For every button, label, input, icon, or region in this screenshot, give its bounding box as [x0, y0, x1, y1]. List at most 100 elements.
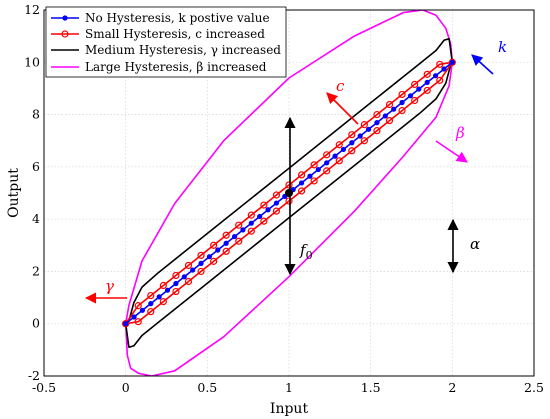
point-small-hysteresis — [197, 267, 205, 276]
k-arrow — [471, 54, 494, 75]
annotation-c: c — [326, 77, 359, 125]
point-small-hysteresis — [348, 131, 356, 139]
point-small-hysteresis — [398, 90, 406, 99]
legend-item-large-hysteresis: Large Hysteresis, β increased — [51, 60, 267, 74]
legend: No Hysteresis, k postive value Small Hys… — [45, 6, 287, 78]
point-no-hysteresis — [340, 146, 347, 153]
plot-frame — [43, 9, 535, 377]
point-no-hysteresis — [240, 227, 246, 233]
point-small-hysteresis — [411, 80, 419, 89]
annotation-gamma: γ — [84, 277, 127, 304]
point-no-hysteresis — [265, 207, 271, 213]
point-small-hysteresis — [373, 127, 381, 135]
legend-label-small-hysteresis: Small Hysteresis, c increased — [85, 27, 265, 41]
x-tick-label: -0.5 — [32, 380, 56, 395]
point-no-hysteresis — [181, 274, 187, 280]
x-tick-labels: -0.5 0 0.5 1 1.5 2 2.5 — [32, 380, 544, 395]
y-tick-label: 10 — [24, 54, 40, 69]
point-no-hysteresis — [416, 86, 422, 92]
point-no-hysteresis — [131, 314, 137, 320]
point-small-hysteresis — [436, 60, 444, 68]
legend-item-no-hysteresis: No Hysteresis, k postive value — [51, 11, 270, 25]
point-small-hysteresis — [159, 281, 167, 290]
point-no-hysteresis — [399, 99, 405, 106]
point-small-hysteresis — [310, 161, 318, 169]
point-no-hysteresis — [357, 133, 363, 139]
point-small-hysteresis — [335, 157, 343, 165]
point-small-hysteresis — [159, 297, 167, 306]
point-no-hysteresis — [215, 247, 221, 253]
point-no-hysteresis — [374, 120, 380, 126]
point-small-hysteresis — [423, 70, 431, 78]
f0-label: f0 — [299, 241, 313, 262]
y-axis-label: Output — [6, 168, 22, 218]
point-small-hysteresis — [184, 261, 193, 269]
point-small-hysteresis — [272, 191, 281, 199]
point-small-hysteresis — [260, 201, 268, 209]
point-small-hysteresis — [172, 271, 180, 280]
point-small-hysteresis — [385, 117, 394, 125]
point-no-hysteresis — [198, 260, 204, 266]
point-no-hysteresis — [441, 66, 447, 72]
point-small-hysteresis — [423, 86, 431, 95]
c-label: c — [336, 77, 345, 95]
x-tick-label: 0.5 — [197, 380, 217, 395]
point-no-hysteresis — [407, 93, 414, 99]
point-small-hysteresis — [360, 137, 368, 145]
point-no-hysteresis — [123, 321, 129, 327]
point-no-hysteresis — [365, 126, 372, 132]
f0-label-main: f — [299, 241, 308, 259]
y-tick-label: -2 — [28, 368, 40, 383]
point-small-hysteresis — [260, 217, 268, 225]
point-no-hysteresis — [324, 160, 330, 166]
point-small-hysteresis — [247, 211, 255, 219]
point-no-hysteresis — [231, 233, 238, 240]
k-label: k — [498, 38, 507, 56]
point-small-hysteresis — [335, 141, 343, 149]
annotation-beta: β — [435, 124, 468, 163]
point-small-hysteresis — [398, 106, 406, 115]
annotation-k: k — [471, 38, 507, 75]
point-small-hysteresis — [210, 257, 218, 265]
point-small-hysteresis — [348, 147, 356, 155]
point-small-hysteresis — [323, 151, 331, 159]
point-small-hysteresis — [210, 241, 218, 249]
point-small-hysteresis — [373, 110, 381, 119]
annotation-alpha: α — [447, 218, 480, 274]
c-arrow — [326, 92, 359, 125]
x-tick-label: 1 — [285, 380, 293, 395]
point-small-hysteresis — [310, 177, 318, 185]
point-small-hysteresis — [134, 302, 142, 310]
y-tick-label: 8 — [32, 107, 40, 122]
point-small-hysteresis — [323, 167, 331, 175]
point-small-hysteresis — [235, 237, 243, 245]
point-small-hysteresis — [448, 58, 456, 66]
point-no-hysteresis — [273, 200, 280, 206]
legend-marker-red — [61, 30, 69, 38]
point-no-hysteresis — [164, 287, 171, 293]
point-no-hysteresis — [139, 307, 146, 313]
point-small-hysteresis — [297, 187, 306, 195]
x-tick-label: 2.5 — [524, 380, 544, 395]
alpha-label: α — [470, 235, 480, 253]
point-no-hysteresis — [190, 267, 196, 273]
point-no-hysteresis — [298, 180, 305, 186]
legend-label-medium-hysteresis: Medium Hysteresis, γ increased — [85, 43, 281, 57]
point-small-hysteresis — [222, 247, 230, 255]
legend-marker-blue — [62, 15, 68, 21]
point-small-hysteresis — [222, 231, 230, 239]
point-no-hysteresis — [391, 106, 397, 112]
point-small-hysteresis — [147, 291, 155, 300]
legend-item-small-hysteresis: Small Hysteresis, c increased — [51, 27, 265, 41]
point-small-hysteresis — [134, 318, 142, 326]
point-no-hysteresis — [148, 301, 154, 307]
x-tick-label: 1.5 — [361, 380, 381, 395]
x-axis-label: Input — [270, 401, 309, 417]
point-no-hysteresis — [449, 59, 455, 65]
beta-arrow — [435, 140, 468, 163]
legend-item-medium-hysteresis: Medium Hysteresis, γ increased — [51, 43, 281, 57]
point-small-hysteresis — [360, 121, 368, 129]
y-tick-label: 2 — [32, 263, 40, 278]
x-tick-label: 2 — [448, 380, 456, 395]
